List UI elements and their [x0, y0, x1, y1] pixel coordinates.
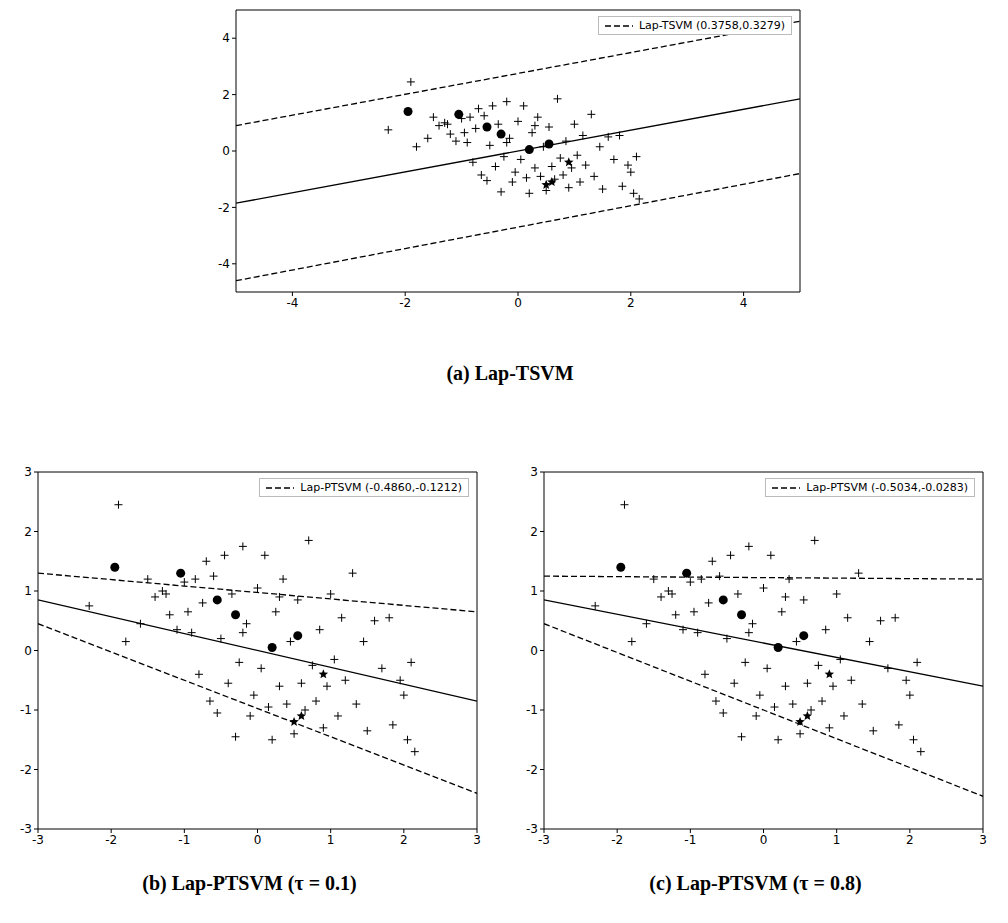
- svg-text:0: 0: [24, 644, 32, 658]
- html-text:(c) Lap-PTSVM (τ = 0.8): (c) Lap-PTSVM (τ = 0.8): [649, 872, 862, 894]
- svg-text:-1: -1: [684, 833, 696, 847]
- svg-text:0: 0: [530, 644, 538, 658]
- svg-text:3: 3: [473, 833, 481, 847]
- svg-text:2: 2: [906, 833, 914, 847]
- svg-text:3: 3: [530, 465, 538, 479]
- svg-text:-3: -3: [32, 833, 44, 847]
- html-text:(b) Lap-PTSVM (τ = 0.1): (b) Lap-PTSVM (τ = 0.1): [142, 872, 357, 894]
- svg-text:-1: -1: [178, 833, 190, 847]
- svg-text:1: 1: [530, 584, 538, 598]
- svg-text:2: 2: [530, 525, 538, 539]
- svg-text:1: 1: [833, 833, 841, 847]
- svg-text:1: 1: [24, 584, 32, 598]
- svg-text:-2: -2: [218, 201, 230, 215]
- html-text:Lap-PTSVM (-0.4860,-0.1212): Lap-PTSVM (-0.4860,-0.1212): [300, 481, 462, 494]
- svg-text:-2: -2: [611, 833, 623, 847]
- html-text:(a) Lap-TSVM: (a) Lap-TSVM: [446, 362, 574, 384]
- svg-text:-4: -4: [218, 257, 230, 271]
- svg-text:-1: -1: [526, 703, 538, 717]
- svg-text:-4: -4: [286, 296, 298, 310]
- svg-text:1: 1: [327, 833, 335, 847]
- svg-text:-2: -2: [399, 296, 411, 310]
- svg-text:0: 0: [514, 296, 522, 310]
- svg-text:0: 0: [254, 833, 262, 847]
- svg-text:0: 0: [760, 833, 768, 847]
- svg-text:-2: -2: [105, 833, 117, 847]
- svg-text:-2: -2: [526, 763, 538, 777]
- svg-text:-3: -3: [538, 833, 550, 847]
- svg-text:4: 4: [222, 31, 230, 45]
- svg-text:-3: -3: [526, 822, 538, 836]
- svg-text:-1: -1: [20, 703, 32, 717]
- svg-text:4: 4: [740, 296, 748, 310]
- svg-text:2: 2: [627, 296, 635, 310]
- svg-text:3: 3: [24, 465, 32, 479]
- svg-text:2: 2: [222, 88, 230, 102]
- svg-text:2: 2: [400, 833, 408, 847]
- html-text:Lap-TSVM (0.3758,0.3279): Lap-TSVM (0.3758,0.3279): [638, 19, 785, 32]
- svg-text:-2: -2: [20, 763, 32, 777]
- svg-text:-3: -3: [20, 822, 32, 836]
- html-text:Lap-PTSVM (-0.5034,-0.0283): Lap-PTSVM (-0.5034,-0.0283): [806, 481, 968, 494]
- svg-text:3: 3: [979, 833, 987, 847]
- svg-text:2: 2: [24, 525, 32, 539]
- svg-text:0: 0: [222, 144, 230, 158]
